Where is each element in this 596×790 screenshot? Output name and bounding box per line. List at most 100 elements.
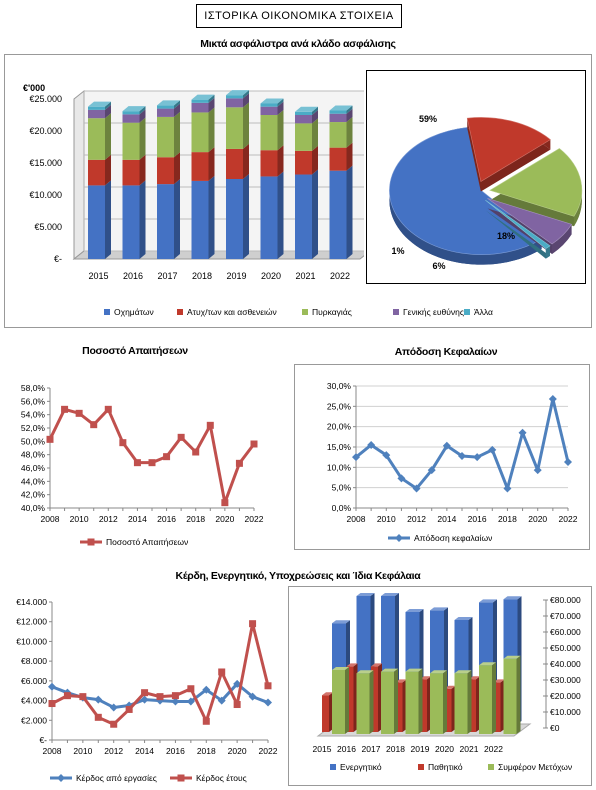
data-point — [218, 668, 226, 676]
bar-side — [105, 101, 111, 110]
x-tick-label: 2014 — [437, 514, 456, 524]
data-point — [264, 698, 272, 707]
legend-swatch — [418, 764, 424, 770]
bar-top — [479, 662, 496, 666]
y-tick-label: €- — [39, 735, 47, 745]
bar-top — [329, 105, 353, 111]
bar-side — [277, 145, 284, 177]
data-point — [156, 693, 164, 701]
bar-segment — [88, 109, 105, 119]
x-tick-label: 2017 — [362, 744, 381, 754]
y-tick-label: €10.000 — [16, 636, 47, 646]
x-tick-label: 2018 — [386, 744, 405, 754]
x-tick-label: 2022 — [559, 514, 578, 524]
premiums-bar-chart: €- €5.000 €10.000 €15.000 €20.000 €25.000€'00… — [23, 83, 364, 281]
bar-side — [394, 668, 398, 734]
y-tick-label: €8.000 — [21, 656, 47, 666]
bar-side — [346, 142, 353, 171]
bar-top — [88, 101, 111, 107]
bar-top — [122, 106, 146, 112]
bar-segment — [157, 108, 174, 117]
y-tick-label: 42,0% — [21, 490, 46, 500]
unit-label: €'000 — [23, 83, 45, 93]
y-tick-label: €4.000 — [21, 696, 47, 706]
bar-segment — [122, 159, 140, 186]
bar — [430, 673, 443, 734]
bar-side — [243, 143, 249, 179]
bar-segment — [157, 116, 174, 158]
pie-label: 1% — [391, 246, 404, 256]
series-line — [51, 622, 270, 726]
bar-side — [346, 105, 353, 114]
bar — [454, 673, 468, 734]
bar-segment — [191, 152, 209, 181]
x-tick-label: 2014 — [128, 514, 147, 524]
bar-side — [208, 107, 215, 153]
data-point — [206, 421, 214, 429]
legend-label: Κέρδος από εργασίες — [76, 773, 157, 783]
bar-segment — [157, 184, 174, 259]
bar — [503, 658, 517, 734]
bar-top — [454, 670, 472, 674]
x-tick-label: 2017 — [157, 271, 177, 281]
data-point — [61, 405, 69, 413]
data-point — [141, 689, 149, 697]
bar — [322, 695, 329, 732]
y-tick-label: €20.000 — [29, 126, 62, 136]
data-point — [79, 693, 87, 701]
bar — [356, 673, 370, 734]
bar-side — [174, 111, 180, 158]
x-tick-label: 2014 — [135, 746, 154, 756]
bar-top — [503, 596, 522, 600]
y-tick-label: €12.000 — [16, 617, 47, 627]
bar-top — [493, 679, 505, 683]
data-point — [473, 453, 482, 462]
data-point — [140, 695, 149, 704]
bar-top — [356, 593, 375, 596]
x-tick-label: 2019 — [411, 744, 430, 754]
x-tick-label: 2018 — [498, 514, 517, 524]
back-wall-left — [73, 89, 85, 261]
data-point — [187, 685, 195, 693]
bar — [469, 679, 476, 732]
legend-label: Ποσοστό Απαιτήσεων — [106, 537, 188, 547]
bar-segment — [191, 180, 209, 259]
bar-side — [105, 104, 111, 119]
bar-top — [332, 620, 350, 624]
pie-slice-rim — [552, 224, 572, 255]
x-tick-label: 2008 — [41, 514, 60, 524]
bar-segment — [122, 185, 140, 259]
y-tick-label: 5,0% — [332, 483, 352, 493]
bar-segment — [329, 110, 347, 114]
legend-label: Ατυχ/των και ασθενειών — [187, 307, 277, 317]
bar-side — [243, 174, 249, 259]
data-point — [412, 484, 421, 493]
data-point — [533, 466, 542, 475]
bar-segment — [191, 112, 209, 153]
data-point — [250, 440, 258, 448]
data-point — [352, 453, 360, 462]
legend-marker — [395, 534, 403, 542]
pie-slice — [466, 117, 551, 182]
bar-top — [405, 609, 424, 612]
x-tick-label: 2012 — [104, 746, 123, 756]
y-tick-label: €14.000 — [16, 597, 47, 607]
bar-side — [312, 145, 318, 175]
bar-segment — [157, 157, 174, 185]
data-point — [458, 451, 466, 460]
bar-segment — [157, 105, 174, 109]
y-tick-label: €0 — [550, 723, 560, 733]
bar — [493, 682, 501, 732]
data-point — [442, 441, 451, 450]
profits-chart: €- €2.000 €4.000 €6.000 €8.000 €10.000 €12.000… — [16, 597, 277, 783]
bar — [346, 666, 354, 732]
data-point — [156, 696, 164, 705]
x-tick-label: 2016 — [166, 746, 185, 756]
legend-label: Παθητικό — [428, 762, 463, 772]
y-tick-label: 0,0% — [332, 503, 352, 513]
bar-top — [356, 670, 374, 674]
data-point — [192, 448, 200, 456]
bar-top — [395, 679, 407, 683]
data-point — [94, 695, 103, 704]
data-point — [163, 453, 171, 461]
